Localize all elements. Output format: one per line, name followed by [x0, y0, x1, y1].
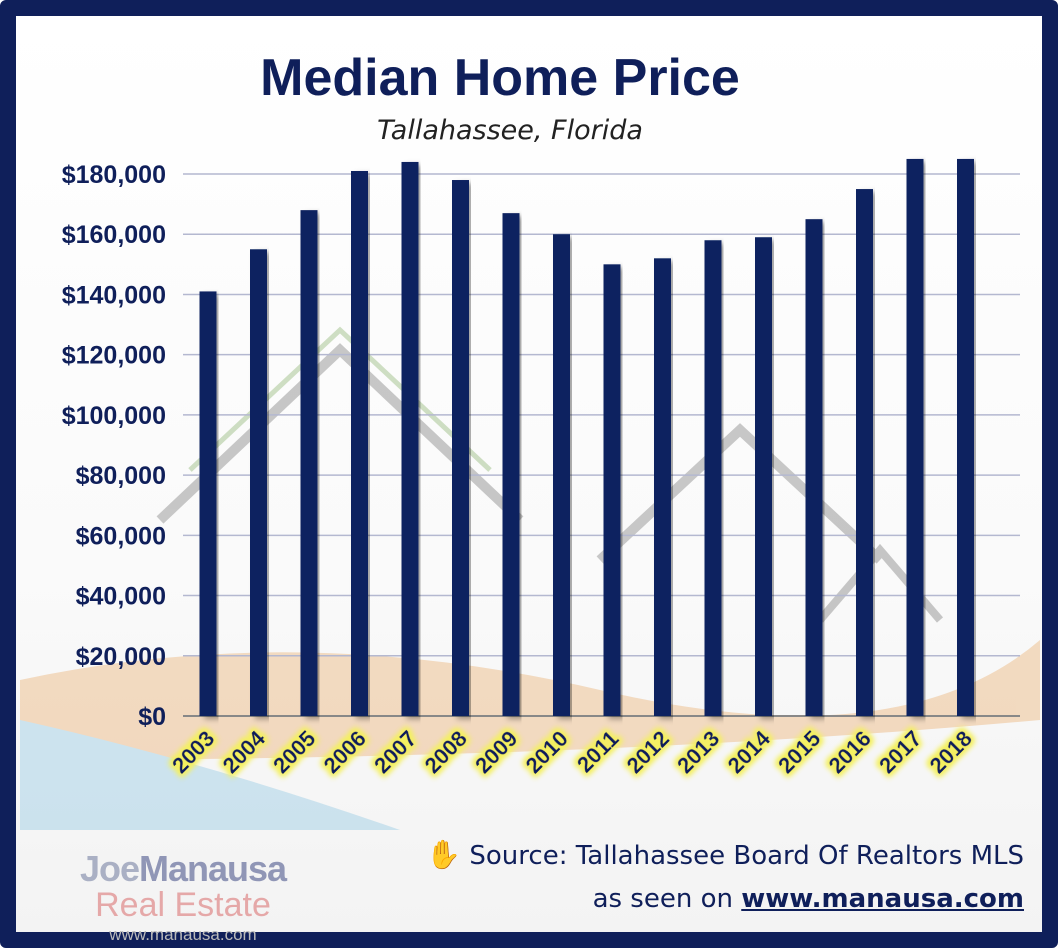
bar-2005 [300, 210, 318, 716]
y-tick-label: $180,000 [62, 161, 166, 189]
website-link[interactable]: www.manausa.com [741, 884, 1024, 914]
background-decoration [20, 326, 1040, 830]
bar-2003 [199, 291, 217, 716]
bar-2018 [957, 158, 974, 716]
x-tick-label: 2018 [925, 726, 977, 778]
y-tick-label: $0 [138, 703, 166, 731]
source-note: ✋ Source: Tallahassee Board Of Realtors … [426, 838, 1024, 871]
bar-2015 [805, 219, 823, 716]
y-tick-label: $40,000 [76, 583, 166, 611]
bar-2017 [906, 158, 924, 716]
bar-2011 [603, 264, 621, 716]
chart-subtitle: Tallahassee, Florida [377, 115, 643, 146]
bar-2009 [502, 213, 520, 716]
bar-2010 [553, 234, 570, 716]
seen-on-note: as seen on www.manausa.com [592, 884, 1024, 914]
y-tick-label: $160,000 [62, 221, 166, 249]
bar-2004 [250, 249, 267, 716]
y-tick-label: $100,000 [62, 402, 166, 430]
bar-2007 [401, 161, 419, 716]
bar-2006 [351, 170, 368, 716]
bar-2014 [755, 237, 772, 716]
bar-2008 [452, 180, 469, 716]
bar-2012 [654, 258, 671, 716]
y-tick-label: $80,000 [76, 462, 166, 490]
bar-2016 [856, 189, 873, 717]
y-tick-label: $60,000 [76, 522, 166, 550]
bar-2013 [704, 240, 722, 716]
company-logo: JoeManausa Real Estate www.manausa.com [79, 848, 287, 944]
x-tick-label: 2017 [874, 726, 926, 778]
y-tick-label: $140,000 [62, 281, 166, 309]
chart-title: Median Home Price [260, 49, 740, 107]
y-tick-label: $120,000 [62, 342, 166, 370]
y-tick-label: $20,000 [76, 643, 166, 671]
hand-icon: ✋ [426, 838, 462, 871]
